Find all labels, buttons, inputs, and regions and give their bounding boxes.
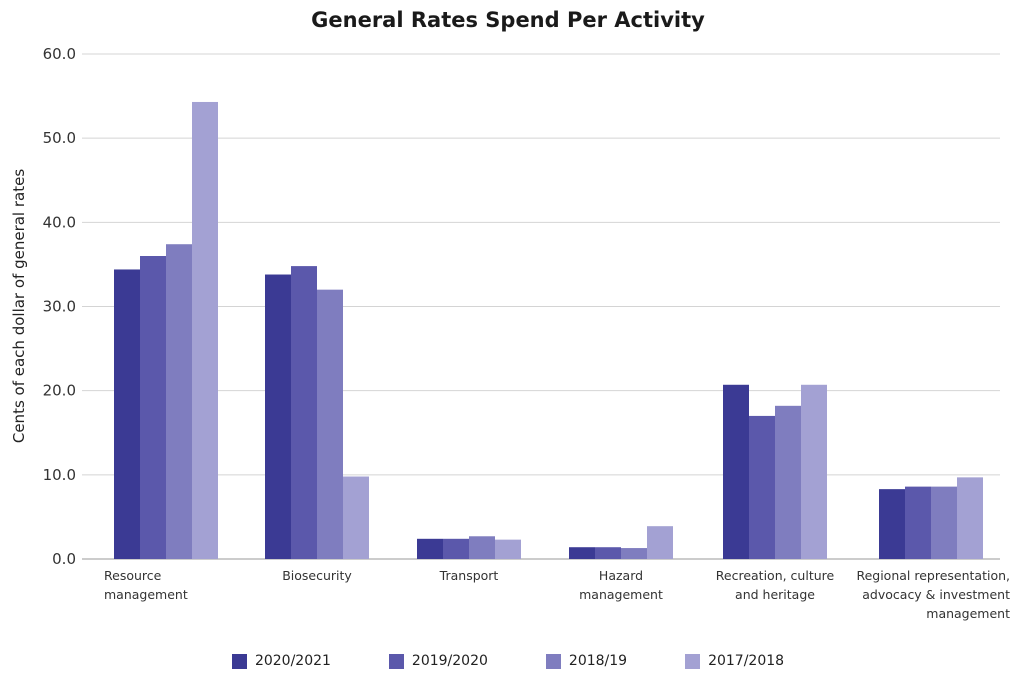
bar: [749, 415, 775, 559]
legend-swatch: [231, 653, 247, 669]
bar: [140, 256, 166, 559]
y-tick-labels: 0.0 10.0 20.0 30.0 40.0 50.0 60.0: [43, 45, 76, 568]
category-label: Resource management: [104, 568, 188, 602]
category-labels: Resource management Biosecurity Transport Ha…: [104, 568, 1010, 621]
bar: [343, 476, 369, 559]
legend-item: 2019/2020: [388, 653, 488, 669]
legend-label: 2020/2021: [254, 653, 331, 669]
category-label: Regional representation, advocacy & inves…: [856, 568, 1010, 621]
bar: [569, 547, 595, 559]
legend-item: 2018/19: [545, 653, 628, 669]
category-label: Biosecurity: [282, 568, 352, 583]
bar: [879, 489, 905, 559]
bar: [595, 547, 621, 559]
y-tick-label: 20.0: [43, 382, 76, 400]
bar: [417, 538, 443, 559]
legend-swatch: [685, 653, 701, 669]
chart-title: General Rates Spend Per Activity: [311, 8, 705, 32]
y-tick-label: 40.0: [43, 213, 76, 231]
bar: [291, 266, 317, 559]
bar: [469, 536, 495, 559]
bar: [931, 486, 957, 559]
bar: [317, 289, 343, 559]
legend-item: 2020/2021: [231, 653, 331, 669]
bar: [114, 269, 140, 559]
category-label: Hazard management: [579, 568, 663, 602]
bars: [114, 101, 983, 559]
bar: [443, 538, 469, 559]
bar: [192, 101, 218, 559]
bar: [495, 539, 521, 559]
legend-item: 2017/2018: [685, 653, 784, 669]
category-label: Transport: [439, 568, 499, 583]
bar: [723, 384, 749, 559]
bar: [621, 548, 647, 559]
y-tick-label: 60.0: [43, 45, 76, 63]
legend-swatch: [545, 653, 561, 669]
bar: [265, 274, 291, 559]
y-tick-label: 30.0: [43, 298, 76, 316]
legend-swatch: [388, 653, 404, 669]
gridlines: [82, 53, 1000, 560]
legend: 2020/2021 2019/2020 2018/19 2017/2018: [0, 653, 1016, 669]
legend-label: 2019/2020: [411, 653, 488, 669]
bar: [775, 405, 801, 559]
bar-chart: 0.0 10.0 20.0 30.0 40.0 50.0 60.0 Resource mana…: [10, 45, 1010, 621]
bar: [957, 477, 983, 559]
y-tick-label: 10.0: [43, 466, 76, 484]
y-tick-label: 0.0: [52, 550, 76, 568]
legend-label: 2018/19: [568, 653, 628, 669]
y-tick-label: 50.0: [43, 129, 76, 147]
bar: [166, 244, 192, 559]
y-axis-label: Cents of each dollar of general rates: [10, 169, 28, 443]
bar: [905, 486, 931, 559]
bar: [647, 526, 673, 559]
category-label: Recreation, culture and heritage: [716, 568, 835, 602]
bar: [801, 384, 827, 559]
legend-label: 2017/2018: [708, 653, 785, 669]
